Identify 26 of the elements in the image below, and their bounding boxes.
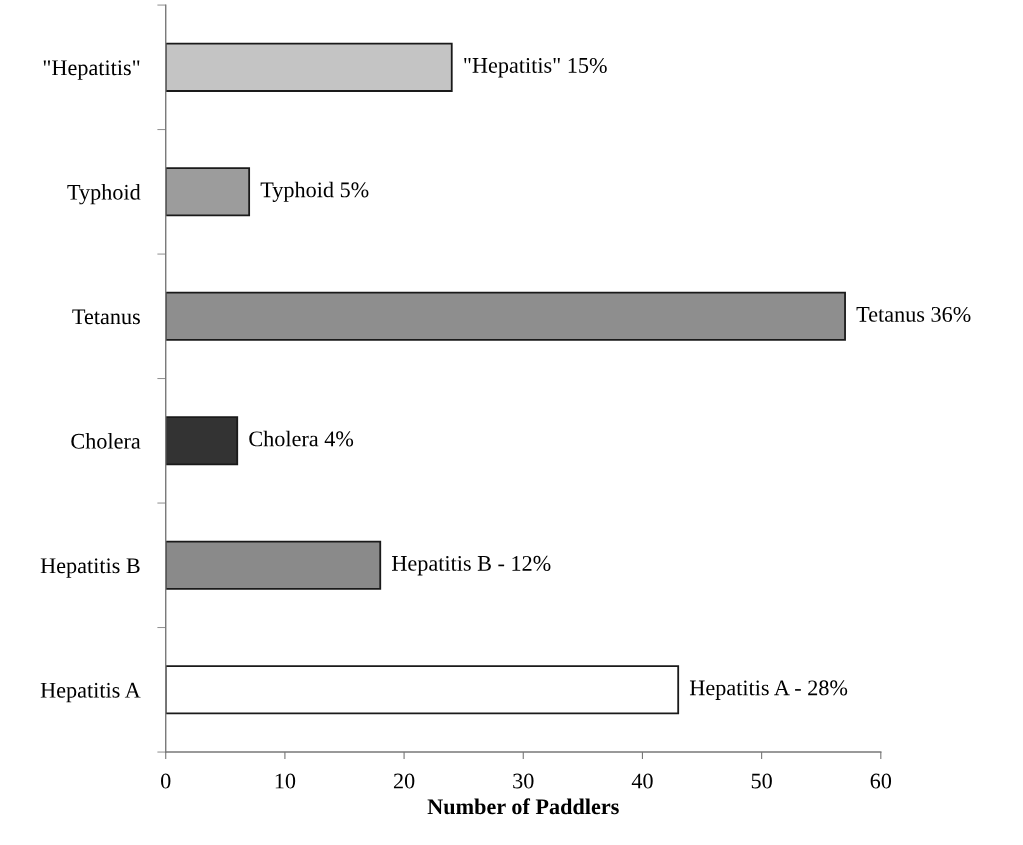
x-tick-label: 50 bbox=[751, 773, 772, 789]
bar bbox=[165, 42, 453, 92]
y-tick-label: Hepatitis B bbox=[40, 558, 140, 578]
annotation: "Hepatitis" 15% bbox=[464, 57, 607, 78]
x-axis-title: Number of Paddlers bbox=[427, 798, 619, 815]
x-tick-label: 40 bbox=[631, 773, 653, 789]
x-tick-label: 20 bbox=[393, 773, 415, 789]
annotation: Typhoid 5% bbox=[260, 181, 369, 202]
annotation: Tetanus 36% bbox=[856, 306, 971, 322]
x-tick-label: 0 bbox=[161, 773, 171, 789]
y-tick-label: "Hepatitis" bbox=[43, 60, 140, 80]
bar bbox=[165, 291, 846, 341]
y-tick-label: Cholera bbox=[71, 433, 141, 449]
x-tick-label: 10 bbox=[275, 773, 296, 789]
bar bbox=[165, 167, 251, 217]
annotation: Hepatitis B - 12% bbox=[392, 555, 551, 576]
annotation: Hepatitis A - 28% bbox=[689, 680, 848, 700]
bar bbox=[165, 416, 239, 466]
y-tick-label: Hepatitis A bbox=[40, 682, 141, 703]
x-tick-label: 30 bbox=[513, 773, 534, 789]
bar bbox=[165, 665, 680, 715]
annotation: Cholera 4% bbox=[249, 430, 354, 447]
x-tick-label: 60 bbox=[870, 773, 892, 789]
bar bbox=[165, 540, 382, 590]
y-tick-label: Tetanus bbox=[72, 309, 140, 325]
y-tick-label: Typhoid bbox=[67, 184, 141, 205]
